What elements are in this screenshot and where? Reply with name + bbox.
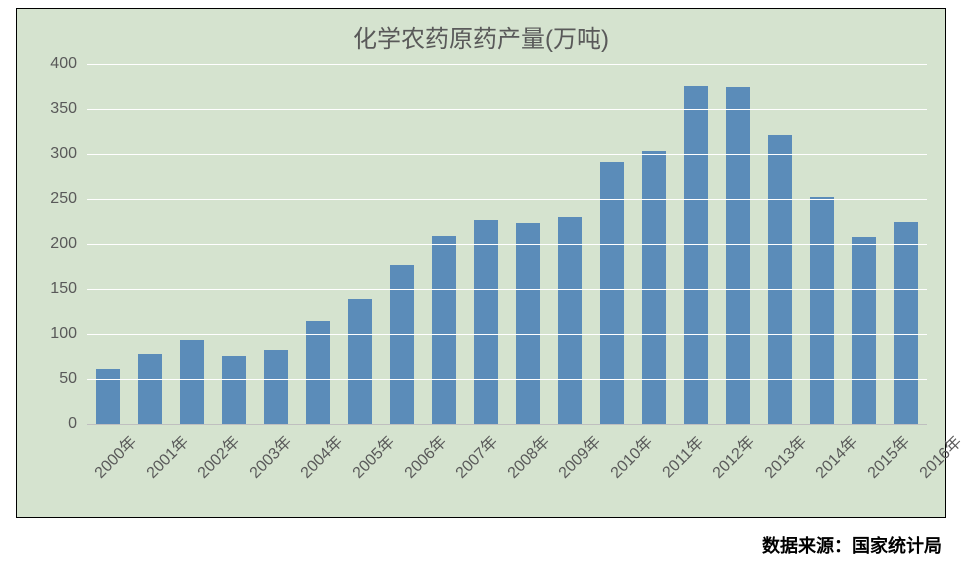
bar [558, 217, 582, 424]
chart-title: 化学农药原药产量(万吨) [17, 19, 945, 54]
data-source-label: 数据来源：国家统计局 [762, 532, 942, 558]
ytick-label: 0 [27, 415, 77, 433]
bar [810, 197, 834, 424]
bar [474, 220, 498, 424]
bar [894, 222, 918, 425]
bar [852, 237, 876, 424]
plot-area [87, 64, 927, 424]
bar [264, 350, 288, 424]
ytick-label: 50 [27, 370, 77, 388]
bar [138, 354, 162, 424]
bar [222, 356, 246, 424]
bar [180, 340, 204, 424]
gridline [87, 379, 927, 380]
gridline [87, 109, 927, 110]
bar [600, 162, 624, 424]
ytick-label: 300 [27, 145, 77, 163]
ytick-label: 150 [27, 280, 77, 298]
bar [306, 321, 330, 424]
bar [684, 86, 708, 424]
ytick-label: 200 [27, 235, 77, 253]
bar [96, 369, 120, 424]
gridline [87, 64, 927, 65]
chart-container: 化学农药原药产量(万吨) 2000年2001年2002年2003年2004年20… [16, 8, 946, 518]
gridline [87, 334, 927, 335]
x-axis-labels: 2000年2001年2002年2003年2004年2005年2006年2007年… [87, 429, 927, 509]
bar [348, 299, 372, 424]
bar [432, 236, 456, 424]
bar [726, 87, 750, 424]
gridline [87, 289, 927, 290]
gridline [87, 424, 927, 425]
ytick-label: 100 [27, 325, 77, 343]
ytick-label: 400 [27, 55, 77, 73]
ytick-label: 350 [27, 100, 77, 118]
ytick-label: 250 [27, 190, 77, 208]
bar [516, 223, 540, 424]
gridline [87, 154, 927, 155]
gridline [87, 199, 927, 200]
bar [768, 135, 792, 424]
bar [642, 151, 666, 424]
gridline [87, 244, 927, 245]
